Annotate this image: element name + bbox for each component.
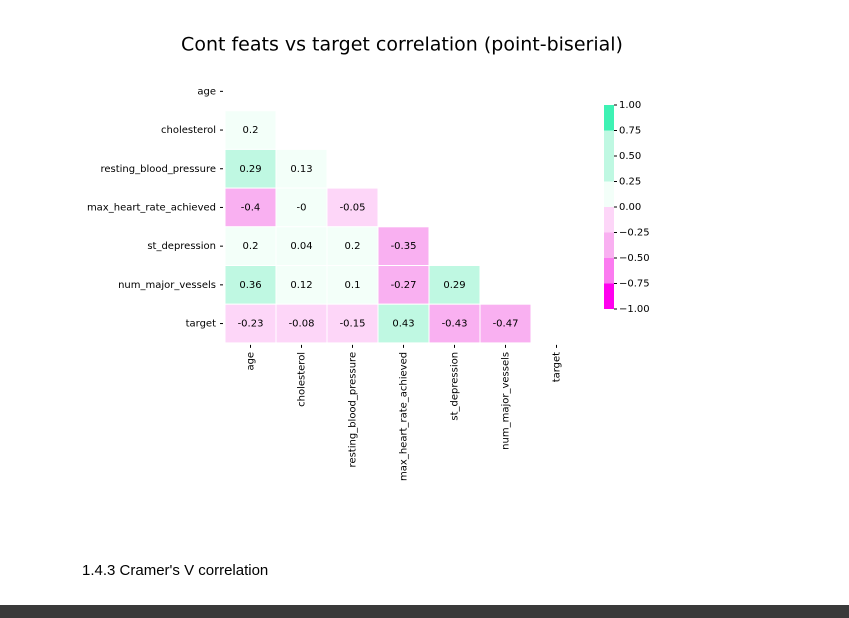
cell-label: 0.1 <box>345 280 361 291</box>
colorbar-band <box>604 207 614 233</box>
heatmap-cell <box>275 303 328 344</box>
cell-label: 0.04 <box>290 241 312 252</box>
y-tick-label: resting_blood_pressure <box>100 164 216 175</box>
x-tick-label: resting_blood_pressure <box>348 352 359 468</box>
x-tick-label: cholesterol <box>297 352 308 407</box>
y-tick-label: max_heart_rate_achieved <box>87 202 216 213</box>
cell-label: 0.29 <box>443 280 465 291</box>
colorbar-tick-label: 0.25 <box>619 177 641 188</box>
colorbar-tick-label: 1.00 <box>619 100 641 111</box>
cell-label: 0.12 <box>290 280 312 291</box>
cell-label: 0.2 <box>243 125 259 136</box>
heatmap-cell <box>224 226 277 267</box>
colorbar-tick-label: 0.50 <box>619 151 641 162</box>
heatmap-cell <box>326 303 379 344</box>
cell-label: -0.4 <box>241 202 261 213</box>
colorbar-band <box>604 105 614 131</box>
heatmap-cell <box>479 303 532 344</box>
colorbar-tick-label: 0.00 <box>619 202 641 213</box>
colorbar-band <box>604 283 614 309</box>
heatmap-cell <box>224 303 277 344</box>
x-tick-label: st_depression <box>450 352 461 421</box>
colorbar-band <box>604 181 614 207</box>
cell-label: -0.08 <box>289 319 315 330</box>
cell-label: -0.43 <box>442 319 468 330</box>
heatmap-cell <box>275 226 328 267</box>
heatmap-cell <box>428 265 481 305</box>
heatmap-cell <box>326 187 379 228</box>
x-tick-label: max_heart_rate_achieved <box>399 352 410 481</box>
cell-label: -0.05 <box>340 202 366 213</box>
y-tick-label: st_depression <box>147 241 216 252</box>
colorbar-band <box>604 156 614 182</box>
section-heading: 1.4.3 Cramer's V correlation <box>82 562 268 579</box>
y-tick-label: target <box>186 319 216 330</box>
x-tick-label: target <box>552 352 563 382</box>
y-tick-label: cholesterol <box>161 125 216 136</box>
colorbar-band <box>604 130 614 156</box>
cell-label: 0.2 <box>243 241 259 252</box>
cell-label: -0.27 <box>391 280 417 291</box>
cell-label: -0.15 <box>340 319 366 330</box>
x-tick-label: age <box>246 352 257 371</box>
heatmap-cell <box>275 148 328 189</box>
chart-title: Cont feats vs target correlation (point-… <box>181 34 623 56</box>
colorbar-tick-label: −0.75 <box>619 279 650 290</box>
cell-label: 0.13 <box>290 164 312 175</box>
colorbar-tick-label: 0.75 <box>619 126 641 137</box>
cell-label: 0.43 <box>392 319 414 330</box>
cell-label: -0.35 <box>391 241 417 252</box>
colorbar-tick-label: −0.25 <box>619 228 650 239</box>
cell-label: 0.2 <box>345 241 361 252</box>
heatmap-cell <box>224 110 277 150</box>
colorbar-tick-label: −1.00 <box>619 304 650 315</box>
y-tick-label: age <box>197 86 216 97</box>
cell-label: -0.23 <box>238 319 264 330</box>
heatmap-cell <box>377 303 430 344</box>
cell-label: 0.36 <box>239 280 261 291</box>
cell-label: -0.47 <box>493 319 519 330</box>
colorbar-tick-label: −0.50 <box>619 253 650 264</box>
cell-label: 0.29 <box>239 164 261 175</box>
heatmap-cell <box>326 226 379 267</box>
colorbar-band <box>604 232 614 258</box>
cell-label: -0 <box>297 202 307 213</box>
bottom-bar <box>0 605 849 618</box>
x-tick-label: num_major_vessels <box>501 352 512 450</box>
colorbar-band <box>604 258 614 284</box>
y-tick-label: num_major_vessels <box>118 280 216 291</box>
heatmap-cell <box>224 265 277 305</box>
